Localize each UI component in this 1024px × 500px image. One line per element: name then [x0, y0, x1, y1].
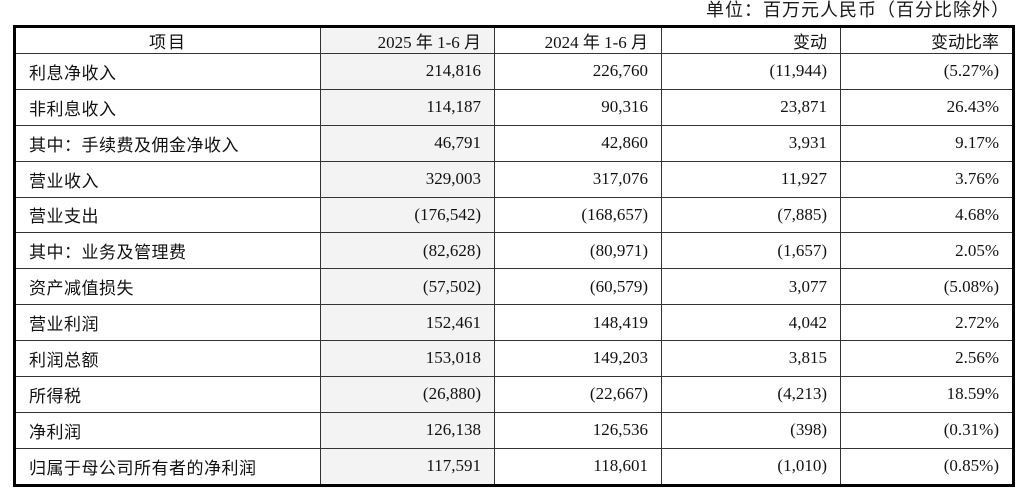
row-item-label: 资产减值损失 [13, 268, 321, 306]
row-change-pct: 4.68% [840, 196, 1015, 234]
table-row: 其中：手续费及佣金净收入 46,791 42,860 3,931 9.17% [13, 124, 1015, 162]
row-value-2024: (60,579) [494, 268, 662, 306]
row-item-label: 归属于母公司所有者的净利润 [13, 447, 321, 488]
row-value-2025: 46,791 [320, 124, 495, 162]
row-value-2025: (26,880) [320, 375, 495, 413]
table-row: 利润总额 153,018 149,203 3,815 2.56% [13, 340, 1015, 377]
column-header-2024: 2024 年 1-6 月 [494, 25, 662, 54]
row-item-label: 其中：手续费及佣金净收入 [13, 124, 321, 162]
row-change-pct: (5.08%) [840, 268, 1015, 306]
row-change-pct: 9.17% [840, 124, 1015, 162]
row-change: 4,042 [661, 304, 841, 341]
table-body: 利息净收入 214,816 226,760 (11,944) (5.27%) 非… [13, 53, 1015, 488]
row-value-2025: 126,138 [320, 411, 495, 449]
row-item-label: 营业支出 [13, 196, 321, 234]
table-row: 所得税 (26,880) (22,667) (4,213) 18.59% [13, 375, 1015, 413]
row-change: (7,885) [661, 196, 841, 234]
table-header: 项目 2025 年 1-6 月 2024 年 1-6 月 变动 变动比率 [13, 25, 1015, 54]
column-header-item: 项目 [13, 25, 321, 54]
row-change-pct: (5.27%) [840, 53, 1015, 90]
row-change-pct: 2.72% [840, 304, 1015, 341]
row-value-2024: 90,316 [494, 88, 662, 126]
row-item-label: 所得税 [13, 375, 321, 413]
row-change-pct: 2.56% [840, 340, 1015, 377]
row-item-label: 其中：业务及管理费 [13, 232, 321, 270]
column-header-change: 变动 [661, 25, 841, 54]
row-item-label: 非利息收入 [13, 88, 321, 126]
table-row: 营业支出 (176,542) (168,657) (7,885) 4.68% [13, 196, 1015, 234]
table-row: 净利润 126,138 126,536 (398) (0.31%) [13, 411, 1015, 449]
row-change-pct: (0.31%) [840, 411, 1015, 449]
row-value-2025: 214,816 [320, 53, 495, 90]
row-item-label: 利润总额 [13, 340, 321, 377]
row-value-2025: (82,628) [320, 232, 495, 270]
row-value-2024: 317,076 [494, 160, 662, 198]
row-value-2025: (176,542) [320, 196, 495, 234]
row-value-2025: 153,018 [320, 340, 495, 377]
row-value-2024: 126,536 [494, 411, 662, 449]
column-header-change-pct: 变动比率 [840, 25, 1015, 54]
row-change: 3,931 [661, 124, 841, 162]
unit-note: 单位：百万元人民币（百分比除外） [706, 0, 1010, 20]
row-value-2025: 329,003 [320, 160, 495, 198]
row-item-label: 净利润 [13, 411, 321, 449]
table-row: 利息净收入 214,816 226,760 (11,944) (5.27%) [13, 53, 1015, 90]
table-row: 其中：业务及管理费 (82,628) (80,971) (1,657) 2.05… [13, 232, 1015, 270]
row-value-2025: 114,187 [320, 88, 495, 126]
row-change-pct: 3.76% [840, 160, 1015, 198]
row-change: 23,871 [661, 88, 841, 126]
row-change-pct: 18.59% [840, 375, 1015, 413]
row-change: (1,010) [661, 447, 841, 488]
row-change: 11,927 [661, 160, 841, 198]
table-row: 营业收入 329,003 317,076 11,927 3.76% [13, 160, 1015, 198]
row-value-2024: (80,971) [494, 232, 662, 270]
row-change: (4,213) [661, 375, 841, 413]
row-item-label: 营业利润 [13, 304, 321, 341]
row-value-2024: (168,657) [494, 196, 662, 234]
row-change: (11,944) [661, 53, 841, 90]
table-row: 非利息收入 114,187 90,316 23,871 26.43% [13, 88, 1015, 126]
row-value-2024: (22,667) [494, 375, 662, 413]
row-change: (398) [661, 411, 841, 449]
column-header-2025: 2025 年 1-6 月 [320, 25, 495, 54]
row-value-2025: 152,461 [320, 304, 495, 341]
row-value-2024: 148,419 [494, 304, 662, 341]
row-change: (1,657) [661, 232, 841, 270]
row-value-2024: 42,860 [494, 124, 662, 162]
table-row: 资产减值损失 (57,502) (60,579) 3,077 (5.08%) [13, 268, 1015, 306]
row-value-2024: 226,760 [494, 53, 662, 90]
header-row: 项目 2025 年 1-6 月 2024 年 1-6 月 变动 变动比率 [13, 25, 1015, 54]
row-value-2025: (57,502) [320, 268, 495, 306]
row-change-pct: 26.43% [840, 88, 1015, 126]
income-statement-table: 项目 2025 年 1-6 月 2024 年 1-6 月 变动 变动比率 利息净… [13, 25, 1015, 488]
row-change: 3,815 [661, 340, 841, 377]
table-row: 归属于母公司所有者的净利润 117,591 118,601 (1,010) (0… [13, 447, 1015, 488]
row-change: 3,077 [661, 268, 841, 306]
table-row: 营业利润 152,461 148,419 4,042 2.72% [13, 304, 1015, 341]
row-value-2024: 149,203 [494, 340, 662, 377]
row-value-2024: 118,601 [494, 447, 662, 488]
row-change-pct: (0.85%) [840, 447, 1015, 488]
row-value-2025: 117,591 [320, 447, 495, 488]
row-item-label: 营业收入 [13, 160, 321, 198]
row-change-pct: 2.05% [840, 232, 1015, 270]
row-item-label: 利息净收入 [13, 53, 321, 90]
